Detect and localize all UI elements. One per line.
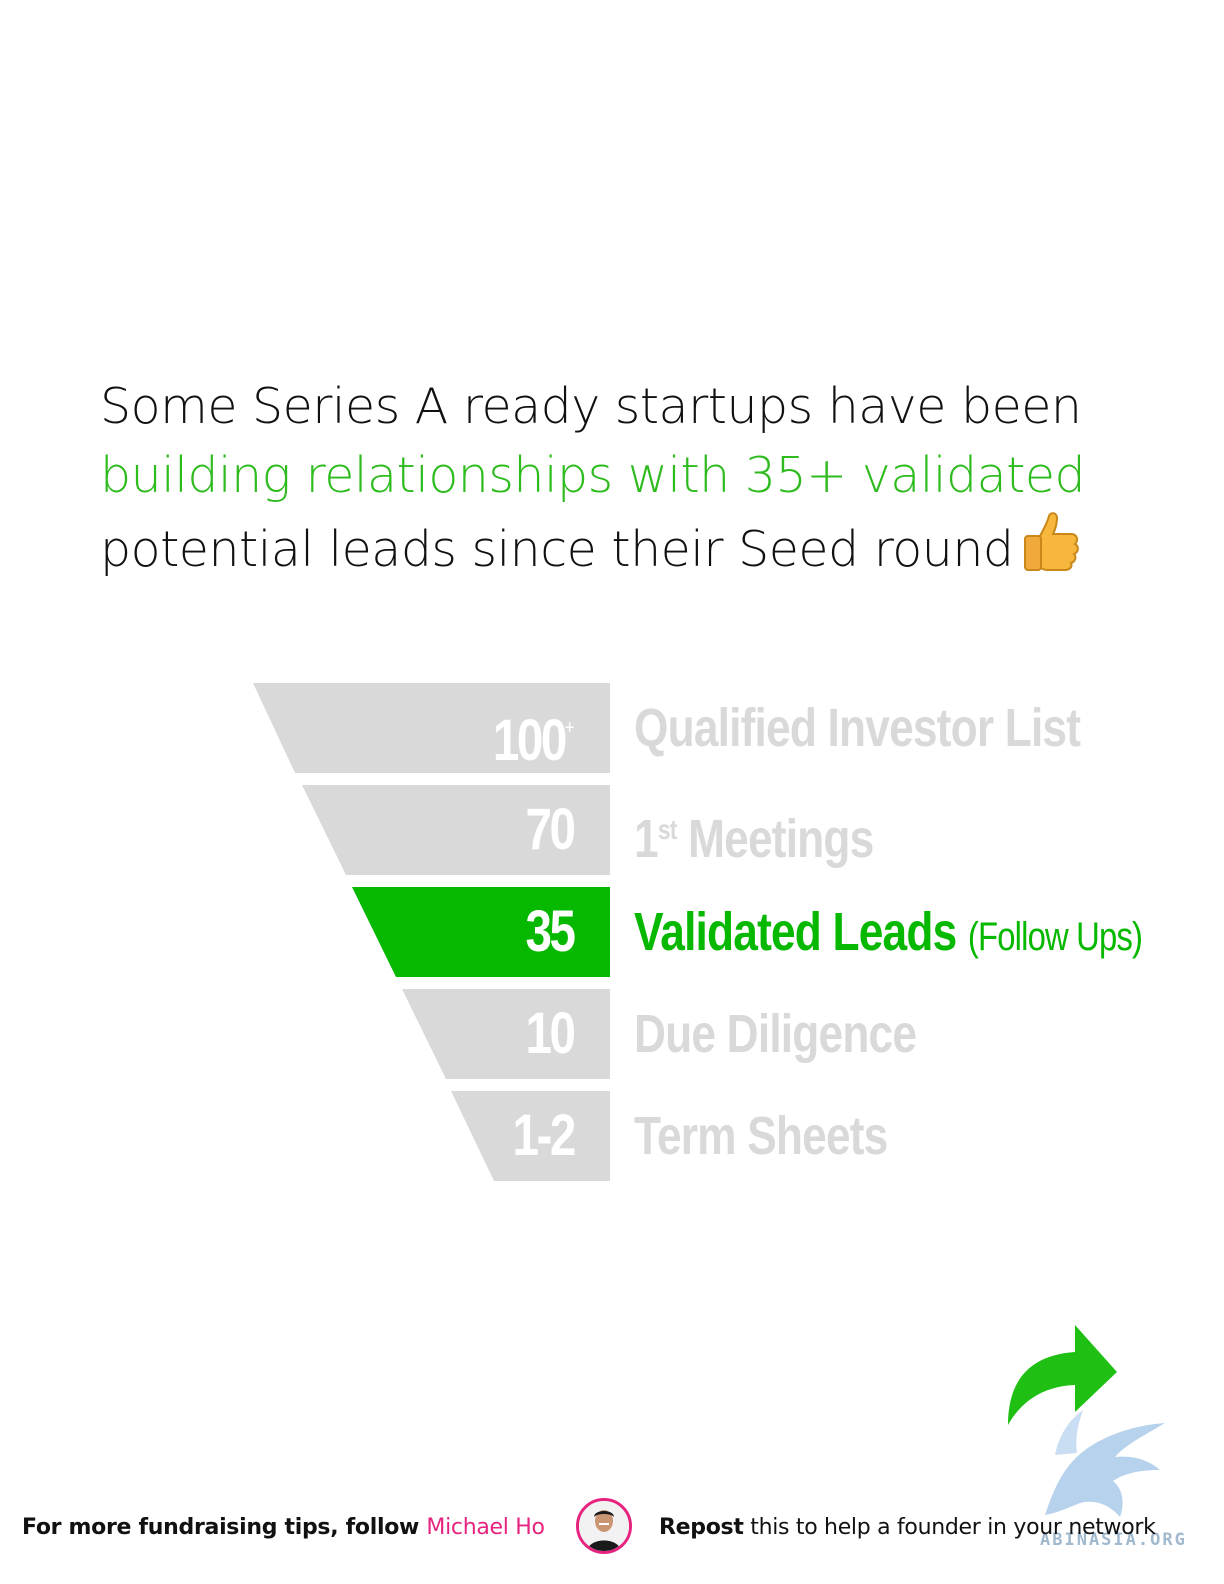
- funnel-label: Qualified Investor List: [634, 698, 1081, 758]
- funnel-sublabel: (Follow Ups): [967, 915, 1143, 959]
- funnel-segment-5: [451, 1091, 610, 1181]
- avatar[interactable]: [576, 1498, 632, 1554]
- headline: Some Series A ready startups have been b…: [100, 372, 1180, 590]
- funnel-value: 1-2: [512, 1103, 577, 1168]
- funnel-label: Due Diligence: [634, 1004, 917, 1064]
- footer: For more fundraising tips, follow Michae…: [0, 1495, 1224, 1565]
- funnel-value: 100+: [492, 708, 574, 773]
- footer-follow-text: For more fundraising tips, follow Michae…: [22, 1515, 545, 1540]
- funnel-stage-qualified-investors: 100+ Qualified Investor List: [0, 683, 1224, 773]
- funnel-value: 70: [526, 797, 576, 862]
- funnel-segment-3: [352, 887, 610, 977]
- funnel-label: 1st Meetings: [634, 809, 874, 869]
- watermark-text: ABINASIA.ORG: [1040, 1530, 1187, 1550]
- funnel-segment-4: [402, 989, 610, 1079]
- headline-line-2: building relationships with 35+ validate…: [100, 447, 1086, 504]
- funnel-stage-first-meetings: 70 1st Meetings: [0, 785, 1224, 875]
- funnel-stage-validated-leads: 35 Validated Leads (Follow Ups): [0, 887, 1224, 977]
- headline-line-3: potential leads since their Seed round: [100, 521, 1014, 578]
- funnel-stage-due-diligence: 10 Due Diligence: [0, 989, 1224, 1079]
- watermark-logo: [1025, 1395, 1175, 1530]
- author-name-link[interactable]: Michael Ho: [426, 1515, 545, 1540]
- repost-word: Repost: [659, 1515, 744, 1540]
- footer-repost-text: Repost this to help a founder in your ne…: [659, 1515, 1156, 1540]
- headline-line-1: Some Series A ready startups have been: [100, 378, 1082, 435]
- funnel-segment-1: [253, 683, 610, 773]
- funnel-label: Term Sheets: [634, 1106, 888, 1166]
- share-arrow-icon[interactable]: [1000, 1300, 1130, 1435]
- funnel-value: 10: [526, 1001, 576, 1066]
- thumbs-up-icon: [1019, 510, 1083, 590]
- funnel-stage-term-sheets: 1-2 Term Sheets: [0, 1091, 1224, 1181]
- funnel-label: Validated Leads (Follow Ups): [634, 902, 1143, 962]
- funnel-segment-2: [302, 785, 610, 875]
- funnel-value: 35: [526, 899, 576, 964]
